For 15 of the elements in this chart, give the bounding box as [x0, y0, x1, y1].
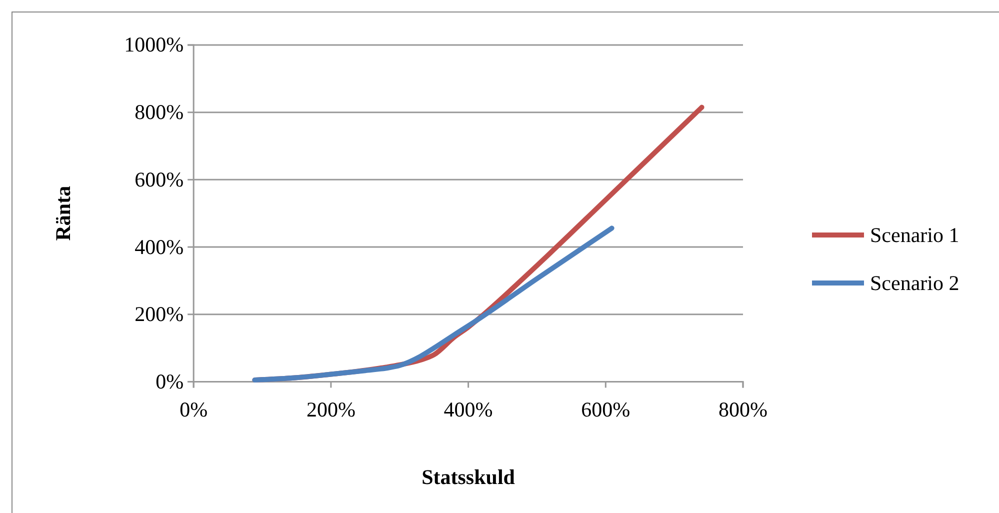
x-tick-label: 600% [581, 398, 630, 422]
y-tick-label: 200% [134, 302, 184, 326]
x-tick-label: 200% [306, 398, 356, 422]
legend-label: Scenario 1 [870, 223, 960, 247]
y-tick-label: 800% [134, 100, 184, 124]
x-tick-label: 400% [444, 398, 493, 422]
x-axis-title: Statsskuld [422, 465, 516, 489]
x-tick-label: 800% [718, 398, 768, 422]
y-axis-title: Ränta [51, 185, 75, 241]
y-tick-label: 400% [134, 234, 184, 259]
y-tick-label: 0% [156, 369, 184, 394]
y-tick-label: 1000% [124, 32, 184, 57]
y-tick-label: 600% [134, 167, 184, 192]
x-tick-label: 0% [180, 398, 208, 422]
legend-label: Scenario 2 [870, 271, 960, 295]
